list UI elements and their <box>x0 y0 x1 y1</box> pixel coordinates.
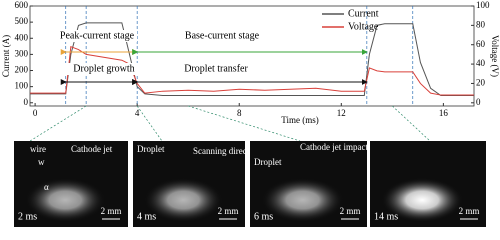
x-tick-label: 0 <box>33 108 38 118</box>
panel-label: Cathode jet impacts on droplet <box>300 142 411 152</box>
arc-glow <box>25 178 106 222</box>
y2-axis-label: Voltage (V) <box>490 35 500 77</box>
connector <box>29 105 87 142</box>
y-tick-label: 0 <box>24 97 29 107</box>
y-axis-label: Current (A) <box>1 35 11 77</box>
y-tick-label: 200 <box>15 65 29 75</box>
legend-label: Current <box>348 8 379 19</box>
connector <box>188 105 301 142</box>
annotation: Droplet transfer <box>184 63 248 74</box>
figure: 0 4 8 12 16 0 100 200 300 400 500 600 0 20 40 60 80 100 Ti… <box>1 0 500 227</box>
panel-label: Droplet <box>137 144 165 154</box>
series-line <box>30 45 474 96</box>
arc-glow <box>261 178 344 222</box>
legend-label: Voltage <box>348 21 379 32</box>
annotation: Base-current stage <box>185 30 260 41</box>
y2-tick-label: 80 <box>476 19 486 29</box>
x-tick-label: 16 <box>439 108 449 118</box>
x-tick-label: 12 <box>337 108 346 118</box>
x-tick-label: 8 <box>237 108 242 118</box>
annotation-bg <box>57 30 137 42</box>
panel-label: wire <box>30 144 46 154</box>
y-tick-label: 500 <box>15 16 29 26</box>
y-tick-label: 400 <box>15 32 29 42</box>
panel-time: 4 ms <box>137 211 156 222</box>
panel-label: α <box>44 182 49 192</box>
panel-scale: 2 mm <box>101 206 122 216</box>
y2-tick-label: 40 <box>476 58 486 68</box>
y2-tick-label: 60 <box>476 39 486 49</box>
panel-time: 2 ms <box>18 211 37 222</box>
arc-glow <box>144 178 223 222</box>
annotation-bg <box>64 63 144 75</box>
annotation-bg <box>182 30 262 42</box>
annotation-bg <box>176 63 256 75</box>
arc-glow <box>381 178 463 222</box>
y2-tick-label: 0 <box>476 97 481 107</box>
panel-label: Cathode jet <box>71 144 113 154</box>
panel-label: w <box>38 157 45 167</box>
y-tick-label: 600 <box>15 0 29 10</box>
panel-time: 14 ms <box>374 211 398 222</box>
panel-scale: 2 mm <box>218 206 239 216</box>
panel-time: 6 ms <box>254 211 273 222</box>
series-line <box>30 22 474 97</box>
x-axis-label: Time (ms) <box>281 115 318 125</box>
y2-tick-label: 100 <box>476 0 490 10</box>
annotation: Peak-current stage <box>60 30 135 41</box>
y-tick-label: 300 <box>15 48 29 58</box>
plot-frame <box>29 5 475 107</box>
x-tick-label: 4 <box>135 108 140 118</box>
panel-label: Scanning direction <box>193 146 261 156</box>
y2-tick-label: 20 <box>476 78 486 88</box>
panel-label: Droplet <box>254 157 282 167</box>
panel-scale: 2 mm <box>340 206 361 216</box>
annotation: Droplet growth <box>73 63 134 74</box>
panel-scale: 2 mm <box>459 206 480 216</box>
connector <box>136 105 163 142</box>
y-tick-label: 100 <box>15 81 29 91</box>
connector <box>392 105 431 142</box>
